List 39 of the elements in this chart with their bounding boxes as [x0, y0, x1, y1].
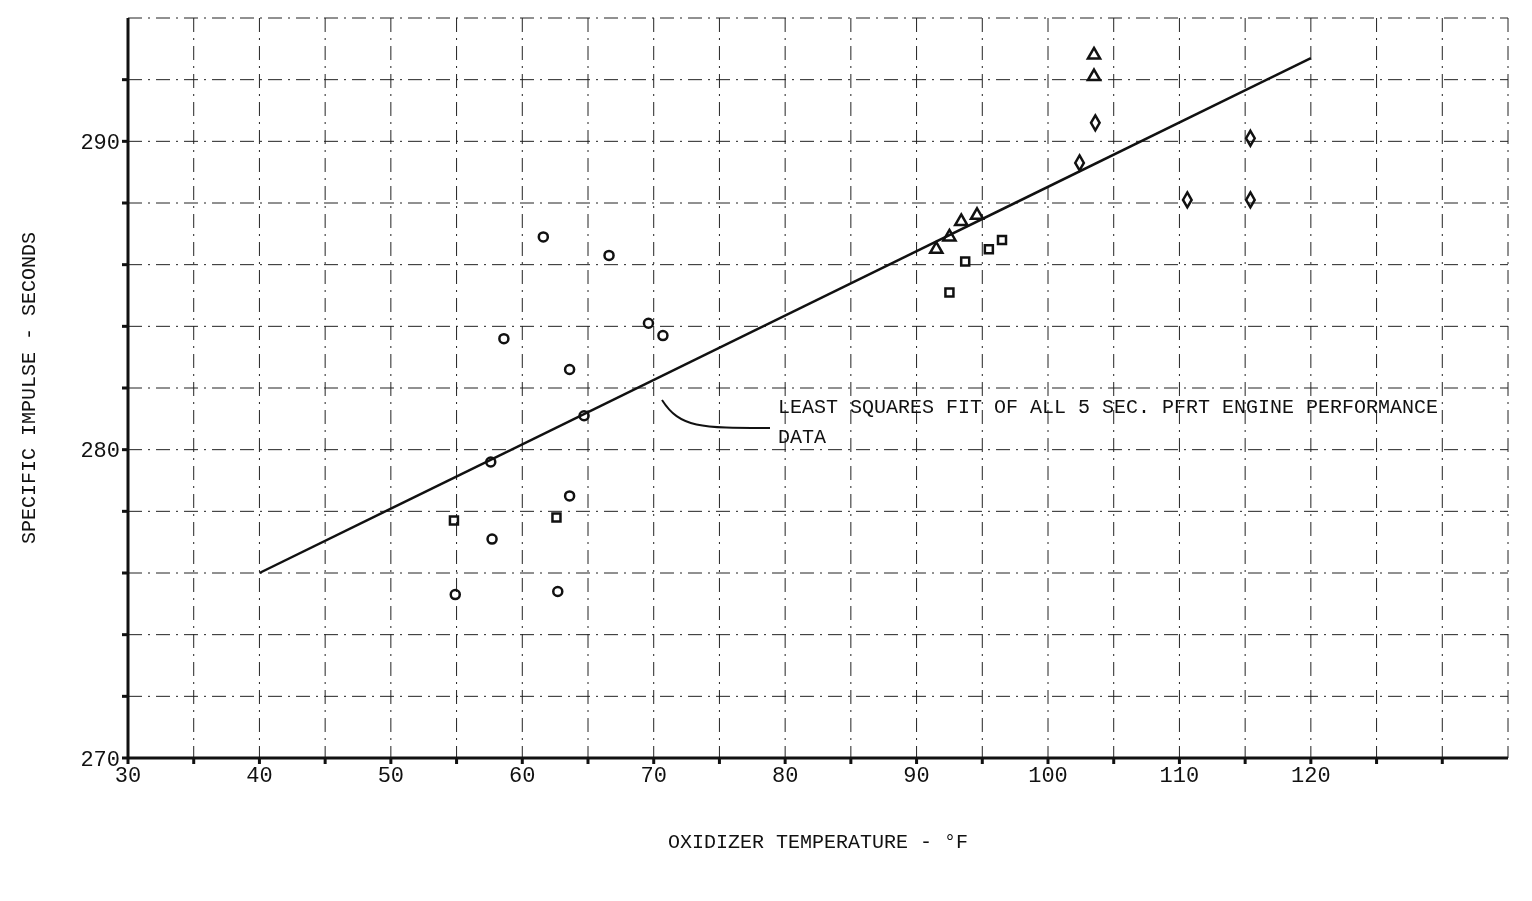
point [996, 234, 1008, 246]
x-tick-label: 50 [377, 763, 405, 789]
point [959, 256, 971, 267]
x-tick-label: 80 [771, 763, 799, 789]
point [563, 490, 576, 502]
point [563, 363, 576, 376]
point [498, 332, 510, 345]
point [969, 207, 985, 221]
point [1086, 68, 1102, 82]
point [448, 515, 460, 526]
point [1086, 46, 1102, 60]
point [942, 228, 957, 242]
x-tick-label: 90 [903, 763, 930, 789]
x-tick-label: 120 [1291, 763, 1331, 789]
point [944, 287, 955, 298]
x-tick-label: 40 [246, 763, 273, 789]
point [486, 533, 498, 545]
point [928, 240, 944, 255]
x-tick-label: 60 [509, 763, 536, 789]
point [983, 244, 995, 255]
point [603, 249, 615, 262]
point [1073, 154, 1086, 172]
x-tick-label: 70 [640, 763, 667, 789]
point [578, 409, 590, 422]
x-tick-label: 110 [1159, 763, 1200, 789]
y-tick-label: 280 [80, 439, 120, 465]
point [551, 512, 562, 523]
point [537, 231, 550, 243]
point [953, 213, 969, 227]
annotation: LEAST SQUARES FIT OF ALL 5 SEC. PFRT ENGINE PERFORMANCE DATA [778, 395, 1440, 451]
x-axis-title: OXIDIZER TEMPERATURE - °F [667, 831, 969, 854]
x-tick-label: 100 [1028, 763, 1068, 789]
point [484, 456, 497, 468]
point [552, 585, 564, 598]
y-axis-title: SPECIFIC IMPULSE - SECONDS [18, 231, 42, 545]
point [642, 317, 655, 330]
point [657, 329, 669, 342]
point [449, 588, 462, 601]
y-tick-label: 290 [80, 131, 120, 157]
